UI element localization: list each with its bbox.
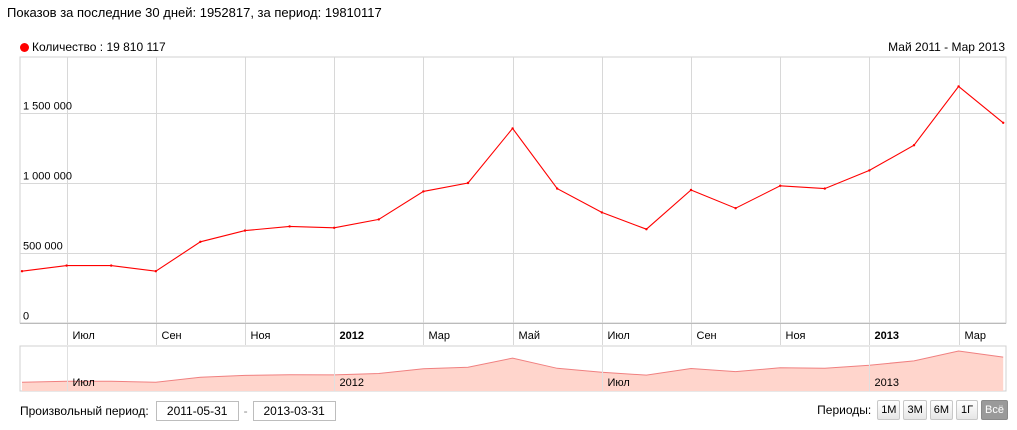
period-button-1y[interactable]: 1Г	[956, 400, 979, 420]
x-axis-ticks: Июл Сен Ноя 2012 Мар Май Июл Сен Ноя 2013 Мар	[73, 330, 987, 342]
data-point	[734, 207, 737, 210]
navigator-label: Июл	[608, 377, 630, 389]
navigator-label: Июл	[73, 377, 95, 389]
data-point	[288, 225, 291, 228]
y-tick-label: 0	[23, 311, 29, 323]
x-tick-label: Июл	[73, 330, 95, 342]
y-tick-label: 1 000 000	[23, 171, 72, 183]
x-tick-label: Мар	[429, 330, 451, 342]
data-point	[110, 264, 113, 267]
x-tick-label: Сен	[697, 330, 717, 342]
navigator-line	[21, 350, 1004, 383]
date-from-input[interactable]	[155, 401, 239, 421]
x-tick-label: Сен	[162, 330, 182, 342]
data-point	[556, 187, 559, 190]
x-tick-label: Мар	[965, 330, 987, 342]
data-point	[65, 264, 68, 267]
data-point	[779, 184, 782, 187]
data-point	[20, 270, 24, 273]
period-button-all[interactable]: Всё	[981, 400, 1008, 420]
date-to-input[interactable]	[252, 401, 336, 421]
period-button-6m[interactable]: 6М	[929, 400, 954, 420]
navigator-area	[22, 351, 1004, 391]
series-line	[21, 85, 1004, 272]
data-point	[912, 144, 916, 147]
data-point	[689, 188, 693, 192]
custom-period: Произвольный период: -	[20, 401, 336, 421]
x-tick-label: Ноя	[251, 330, 271, 342]
date-separator: -	[243, 404, 248, 418]
data-point	[422, 190, 425, 193]
period-selector: Периоды: 1М 3М 6М 1Г Всё	[817, 400, 1008, 420]
data-point	[466, 181, 470, 185]
data-point	[154, 270, 157, 273]
chart-legend[interactable]: Количество : 19 810 117	[20, 40, 166, 54]
navigator-label: 2012	[340, 377, 364, 389]
navigator-label: 2013	[875, 377, 899, 389]
y-axis-ticks: 0 500 000 1 000 000 1 500 000	[23, 101, 72, 323]
date-range-label: Май 2011 - Мар 2013	[888, 40, 1005, 54]
legend-marker-icon	[20, 42, 29, 52]
navigator: Июл 2012 Июл 2013	[19, 345, 1007, 392]
x-tick-label: Ноя	[786, 330, 806, 342]
period-button-1m[interactable]: 1М	[877, 400, 901, 420]
data-point	[333, 226, 336, 229]
data-point	[645, 228, 648, 231]
legend-label: Количество : 19 810 117	[32, 40, 166, 54]
y-tick-label: 500 000	[23, 241, 63, 253]
data-point	[511, 127, 514, 130]
data-point	[868, 169, 871, 172]
data-point	[600, 211, 603, 214]
data-point	[1002, 121, 1005, 125]
data-point	[377, 218, 380, 221]
x-tick-label: Июл	[608, 330, 630, 342]
y-tick-label: 1 500 000	[23, 101, 72, 113]
stats-summary: Показов за последние 30 дней: 1952817, з…	[7, 5, 382, 20]
period-button-3m[interactable]: 3М	[903, 400, 927, 420]
x-tick-label: 2013	[875, 330, 899, 342]
x-tick-label: 2012	[340, 330, 364, 342]
data-point	[957, 85, 960, 88]
x-tick-label: Май	[519, 330, 541, 342]
custom-period-label: Произвольный период:	[20, 404, 149, 418]
data-point	[823, 187, 826, 190]
chart-grid	[19, 56, 1007, 345]
data-point	[199, 240, 202, 243]
data-point	[243, 229, 247, 232]
periods-label: Периоды:	[817, 403, 872, 417]
series-layer	[20, 85, 1005, 273]
